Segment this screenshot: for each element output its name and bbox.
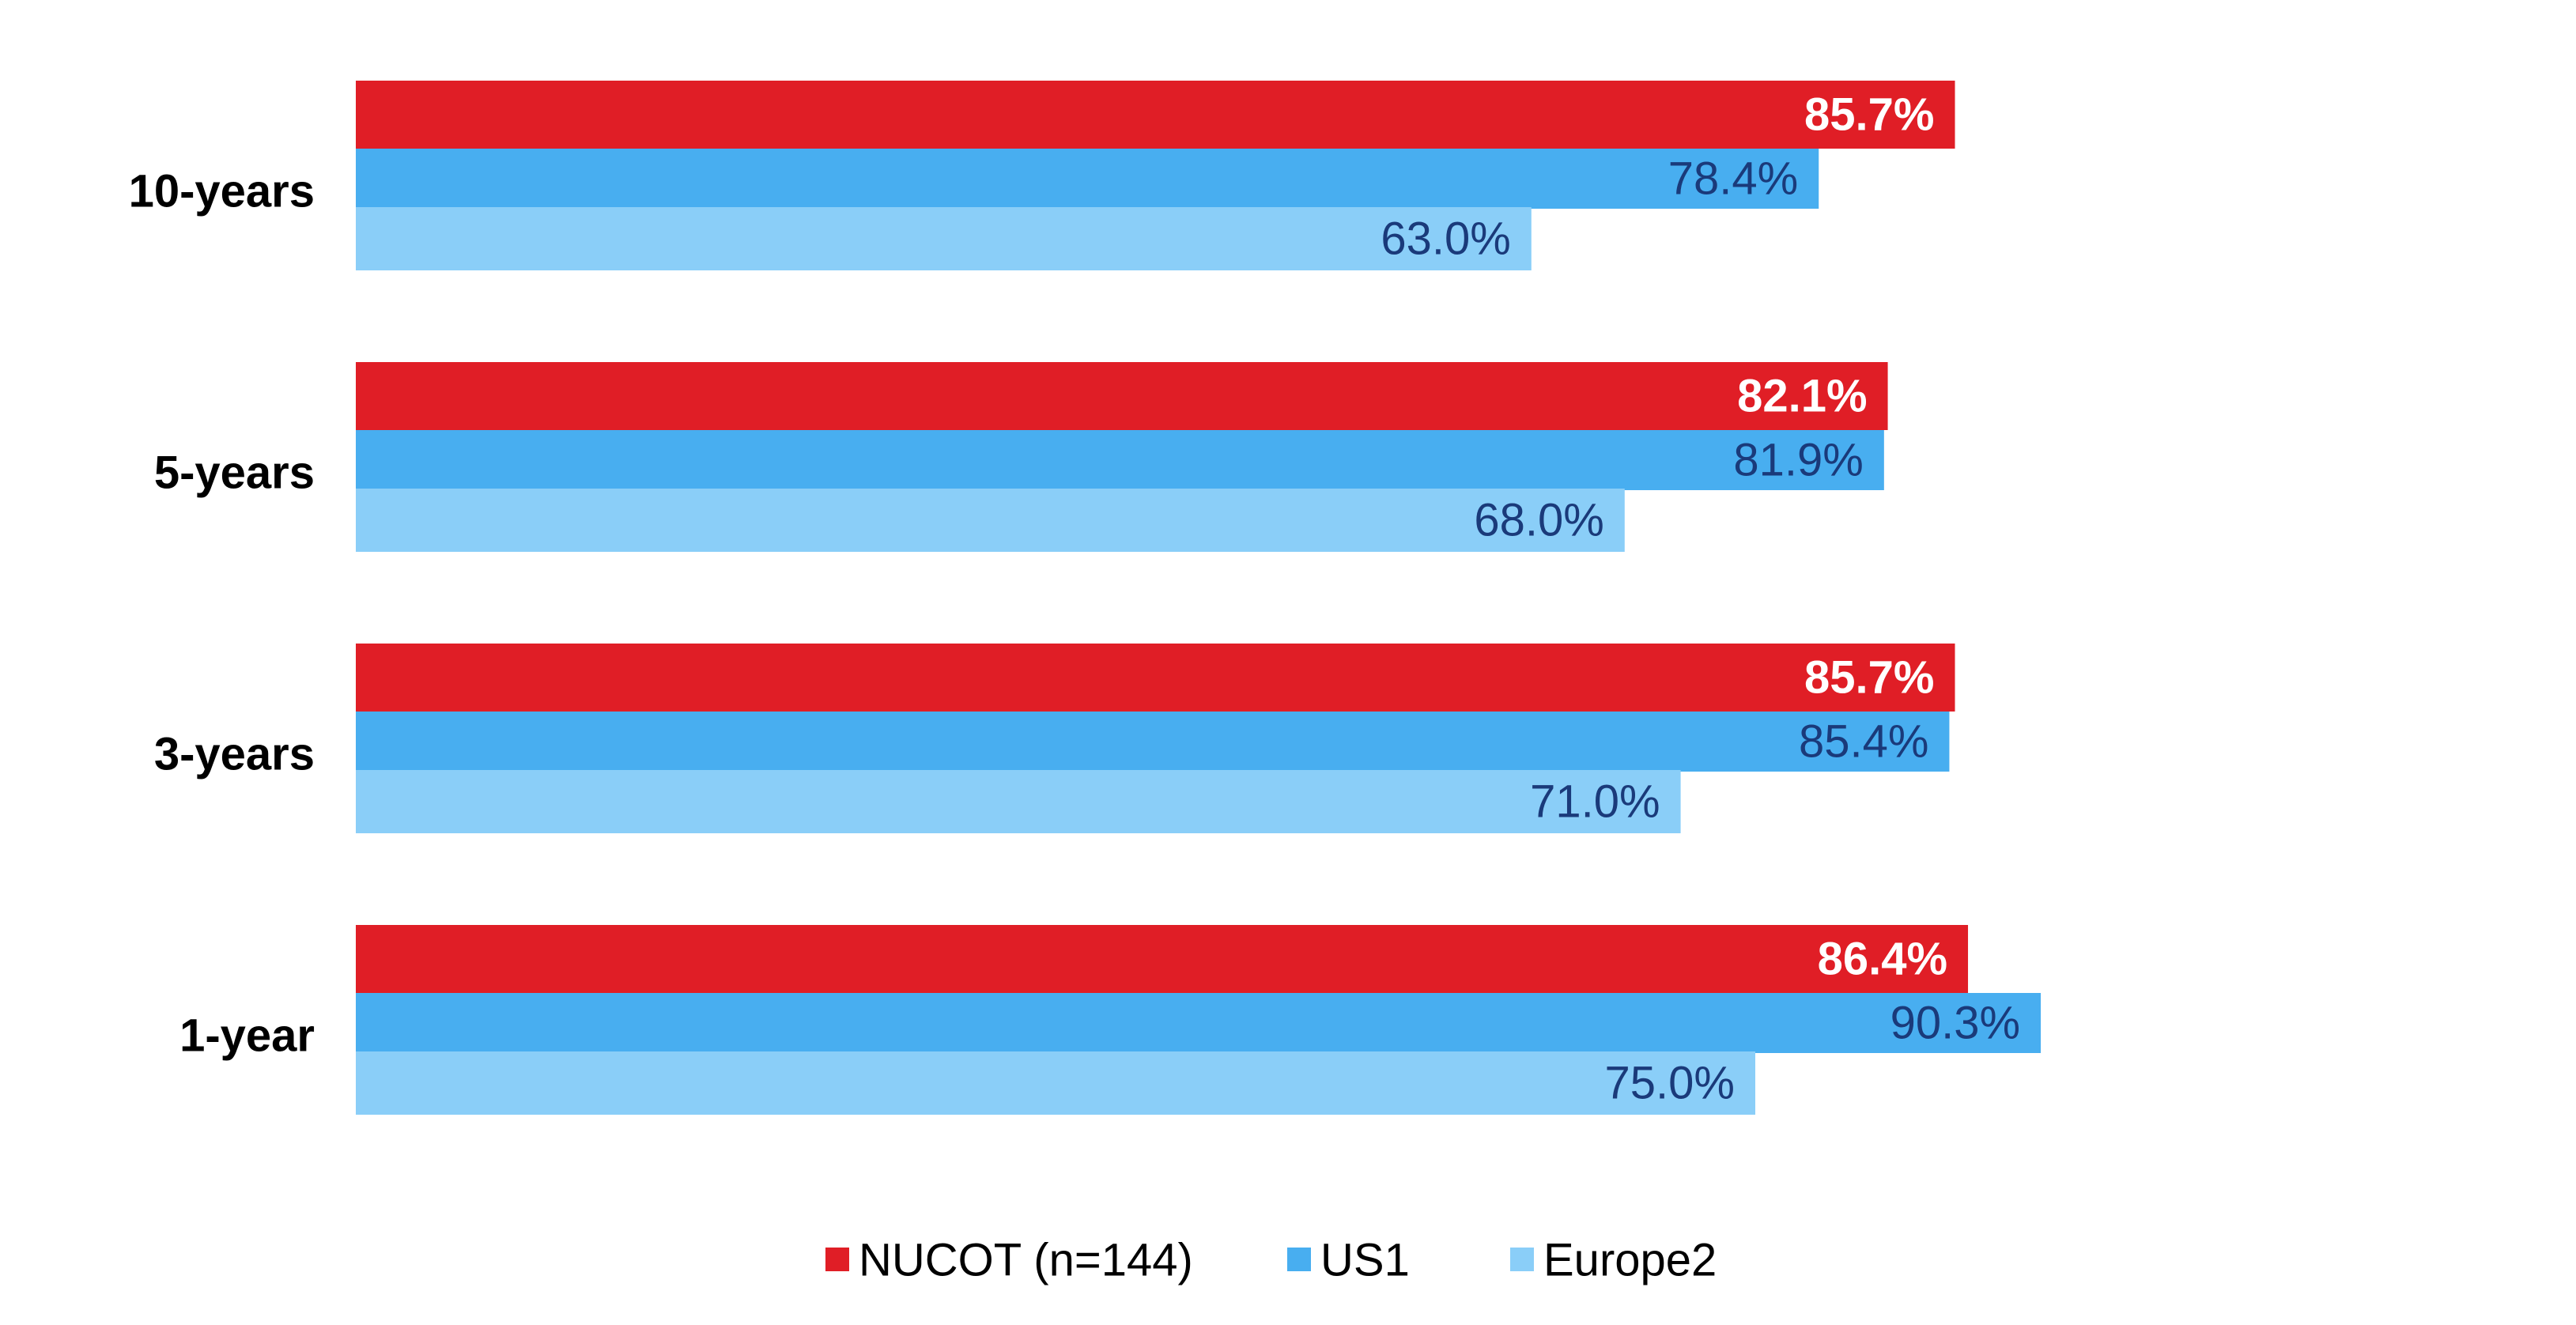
bar-group-1-year: 86.4% 90.3% 75.0% (356, 925, 2042, 1115)
category-label: 1-year (179, 1010, 315, 1062)
category-label: 10-years (129, 166, 315, 217)
legend-label: NUCOT (n=144) (859, 1235, 1193, 1286)
bar-3-years-europe2 (356, 770, 1681, 833)
bar-3-years-nucot-n-144- (356, 644, 1955, 712)
bar-group-10-years: 85.7%78.4% 63.0% (356, 81, 1955, 270)
data-label: 68.0% (1474, 495, 1603, 546)
data-label: 90.3% (1890, 998, 2020, 1049)
bar-1-year-nucot-n-144- (356, 925, 1969, 993)
data-label: 78.4% (1668, 153, 1798, 205)
data-label: 85.7% (1804, 89, 1934, 141)
legend-swatch-nucot-n-144- (825, 1248, 849, 1271)
bar-1-year-us1 (356, 993, 2042, 1053)
legend: NUCOT (n=144) US1 Europe2 (825, 1235, 1717, 1286)
data-label: 86.4% (1818, 934, 1947, 985)
legend-label: US1 (1320, 1235, 1410, 1286)
bar-5-years-europe2 (356, 489, 1625, 552)
legend-swatch-us1 (1287, 1248, 1311, 1271)
data-label: 63.0% (1381, 213, 1510, 265)
data-label: 81.9% (1733, 435, 1863, 486)
data-label: 85.7% (1804, 652, 1934, 704)
bar-5-years-nucot-n-144- (356, 362, 1888, 430)
bar-3-years-us1 (356, 712, 1950, 772)
plot-area: 85.7%78.4%63.0%10-years82.1%81.9%68.0%5-… (129, 81, 2042, 1115)
category-label: 3-years (154, 729, 315, 780)
data-label: 82.1% (1737, 371, 1867, 422)
bar-10-years-nucot-n-144- (356, 81, 1955, 149)
legend-label: Europe2 (1543, 1235, 1717, 1286)
legend-swatch-europe2 (1510, 1248, 1534, 1271)
bar-5-years-us1 (356, 430, 1884, 490)
bar-10-years-europe2 (356, 207, 1532, 270)
bar-group-3-years: 85.7% 85.4% 71.0% (356, 644, 1955, 833)
category-label: 5-years (154, 447, 315, 499)
bar-1-year-europe2 (356, 1051, 1755, 1115)
data-label: 85.4% (1799, 716, 1928, 768)
bar-10-years-us1 (356, 149, 1819, 209)
data-label: 71.0% (1530, 776, 1660, 828)
data-label: 75.0% (1605, 1058, 1735, 1109)
bar-group-5-years: 82.1% 81.9% 68.0% (356, 362, 1888, 552)
